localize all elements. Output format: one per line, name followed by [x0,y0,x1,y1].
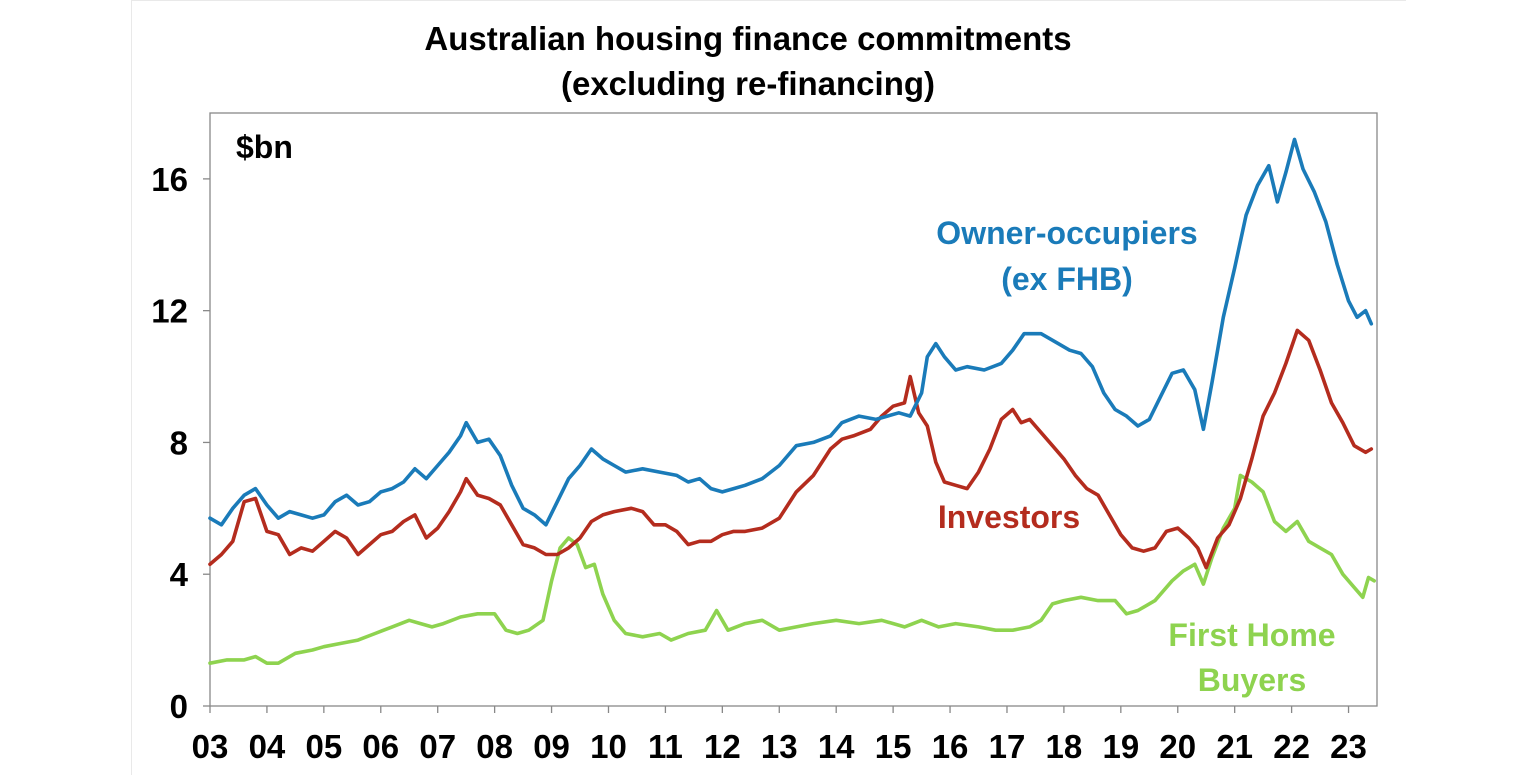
x-tick-label-07: 07 [419,728,456,765]
chart-title-line1: Australian housing finance commitments [424,20,1071,57]
x-tick-label-16: 16 [932,728,969,765]
y-tick-label-16: 16 [151,161,188,198]
frame-top-line [131,0,1406,1]
x-tick-label-10: 10 [590,728,627,765]
y-tick-label-4: 4 [170,556,189,593]
x-axis: 03 04 05 06 07 08 09 10 11 12 13 14 15 16 17 18 19 20 21 22… [192,706,1367,765]
y-unit-label: $bn [236,129,293,165]
chart-title-line2: (excluding re-financing) [561,65,935,102]
series-label-owner-occupiers-line2: (ex FHB) [1001,261,1133,297]
x-tick-label-04: 04 [249,728,286,765]
series-lines [208,137,1376,665]
x-tick-label-12: 12 [704,728,741,765]
x-tick-label-05: 05 [305,728,342,765]
x-tick-label-03: 03 [192,728,229,765]
x-tick-label-20: 20 [1159,728,1196,765]
plot-area-border [209,112,1378,707]
x-tick-label-19: 19 [1102,728,1139,765]
x-tick-label-06: 06 [362,728,399,765]
x-tick-label-18: 18 [1046,728,1083,765]
series-line-investors [208,328,1374,570]
frame-left-line [131,0,132,775]
series-label-investors: Investors [938,499,1080,535]
x-tick-label-14: 14 [818,728,855,765]
x-tick-label-13: 13 [761,728,798,765]
y-tick-label-8: 8 [170,424,188,461]
x-tick-label-23: 23 [1330,728,1367,765]
series-label-first-home-buyers-line2: Buyers [1198,662,1307,698]
y-tick-label-12: 12 [151,293,188,330]
x-tick-label-15: 15 [875,728,912,765]
x-tick-label-21: 21 [1216,728,1253,765]
x-tick-label-08: 08 [476,728,513,765]
series-line-owner-occupiers [208,137,1374,527]
x-tick-label-17: 17 [989,728,1026,765]
y-axis: 0 4 8 12 16 [151,161,210,725]
series-label-first-home-buyers-line1: First Home [1168,617,1335,653]
y-tick-label-0: 0 [170,688,188,725]
series-label-owner-occupiers-line1: Owner-occupiers [936,215,1197,251]
x-tick-label-09: 09 [533,728,570,765]
x-tick-label-11: 11 [648,728,683,765]
x-tick-label-22: 22 [1273,728,1310,765]
